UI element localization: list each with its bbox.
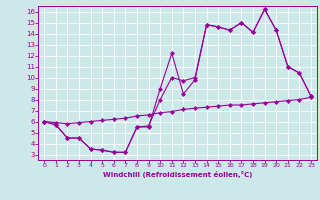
X-axis label: Windchill (Refroidissement éolien,°C): Windchill (Refroidissement éolien,°C) xyxy=(103,171,252,178)
